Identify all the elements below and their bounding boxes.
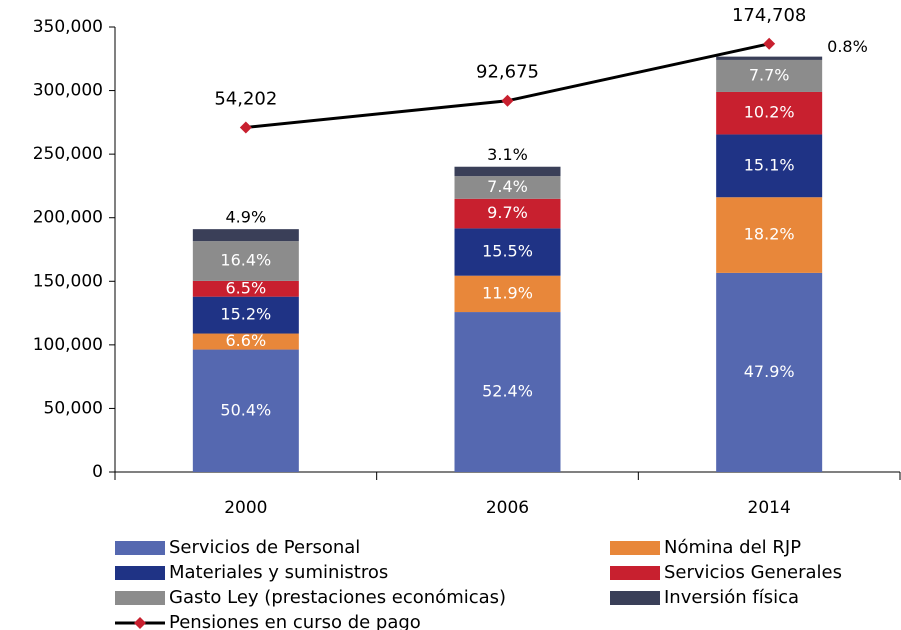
value-label: 15.2% [220, 305, 271, 324]
y-tick-label: 100,000 [33, 335, 103, 355]
legend-label: Pensiones en curso de pago [169, 612, 421, 630]
value-label: 4.9% [226, 208, 267, 227]
value-label: 7.4% [487, 177, 528, 196]
x-tick-label: 2006 [486, 498, 529, 518]
legend-swatch [115, 541, 165, 555]
bar-segment [716, 56, 823, 60]
x-tick-label: 2014 [748, 498, 791, 518]
line-value-label: 54,202 [214, 88, 277, 109]
value-label: 6.6% [226, 331, 267, 350]
value-label: 47.9% [744, 362, 795, 381]
bar-segment [716, 91, 823, 135]
y-tick-label: 200,000 [33, 208, 103, 228]
bar-segment [454, 166, 561, 177]
bar-segment [192, 296, 299, 334]
y-tick-label: 50,000 [44, 398, 103, 418]
legend-swatch [610, 541, 660, 555]
legend-label: Nómina del RJP [664, 537, 801, 558]
y-tick-label: 350,000 [33, 17, 103, 37]
bar-segment [454, 275, 561, 313]
value-label: 15.1% [744, 155, 795, 174]
value-label: 11.9% [482, 283, 533, 302]
bar-segment [716, 59, 823, 92]
line-marker [501, 94, 514, 107]
bar-segment [192, 229, 299, 242]
bar-segment [716, 134, 823, 198]
legend-swatch [115, 591, 165, 605]
legend-label: Servicios de Personal [169, 537, 360, 558]
bar-segment [454, 176, 561, 199]
legend-label: Materiales y suministros [169, 562, 388, 583]
legend-label: Inversión física [664, 587, 799, 608]
value-label: 3.1% [487, 145, 528, 164]
value-label: 10.2% [744, 103, 795, 122]
legend-label: Servicios Generales [664, 562, 842, 583]
value-label: 18.2% [744, 225, 795, 244]
bar-segment [454, 228, 561, 276]
line-marker [763, 37, 776, 50]
legend-marker [134, 617, 146, 629]
y-tick-label: 300,000 [33, 81, 103, 101]
value-label: 16.4% [220, 251, 271, 270]
line-value-label: 92,675 [476, 62, 539, 83]
bar-segment [454, 312, 561, 472]
bar-segment [192, 333, 299, 350]
legend-swatch [610, 591, 660, 605]
bar-segment [192, 241, 299, 281]
y-tick-label: 0 [92, 462, 103, 482]
legend-label: Gasto Ley (prestaciones económicas) [169, 587, 506, 608]
bar-segment [716, 272, 823, 472]
line-value-label: 174,708 [732, 5, 806, 26]
bar-segment [192, 280, 299, 297]
bar-segment [192, 349, 299, 472]
line [245, 42, 770, 129]
x-tick-label: 2000 [224, 498, 267, 518]
value-label: 50.4% [220, 400, 271, 419]
value-label: 0.8% [827, 37, 868, 56]
value-label: 9.7% [487, 203, 528, 222]
value-label: 52.4% [482, 382, 533, 401]
bar-segment [454, 198, 561, 229]
value-label: 7.7% [749, 65, 790, 84]
value-label: 15.5% [482, 242, 533, 261]
legend-swatch [610, 566, 660, 580]
bar-segment [716, 197, 823, 273]
value-label: 6.5% [226, 278, 267, 297]
line-marker [239, 121, 252, 134]
y-tick-label: 150,000 [33, 271, 103, 291]
y-tick-label: 250,000 [33, 144, 103, 164]
legend-swatch [115, 566, 165, 580]
